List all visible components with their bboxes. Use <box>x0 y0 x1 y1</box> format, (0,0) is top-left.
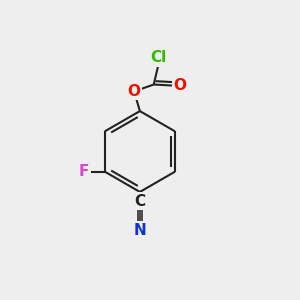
Text: C: C <box>134 194 146 209</box>
Text: Cl: Cl <box>150 50 167 65</box>
Text: F: F <box>79 164 89 179</box>
Text: O: O <box>173 78 186 93</box>
Text: O: O <box>128 84 141 99</box>
Text: N: N <box>134 223 146 238</box>
